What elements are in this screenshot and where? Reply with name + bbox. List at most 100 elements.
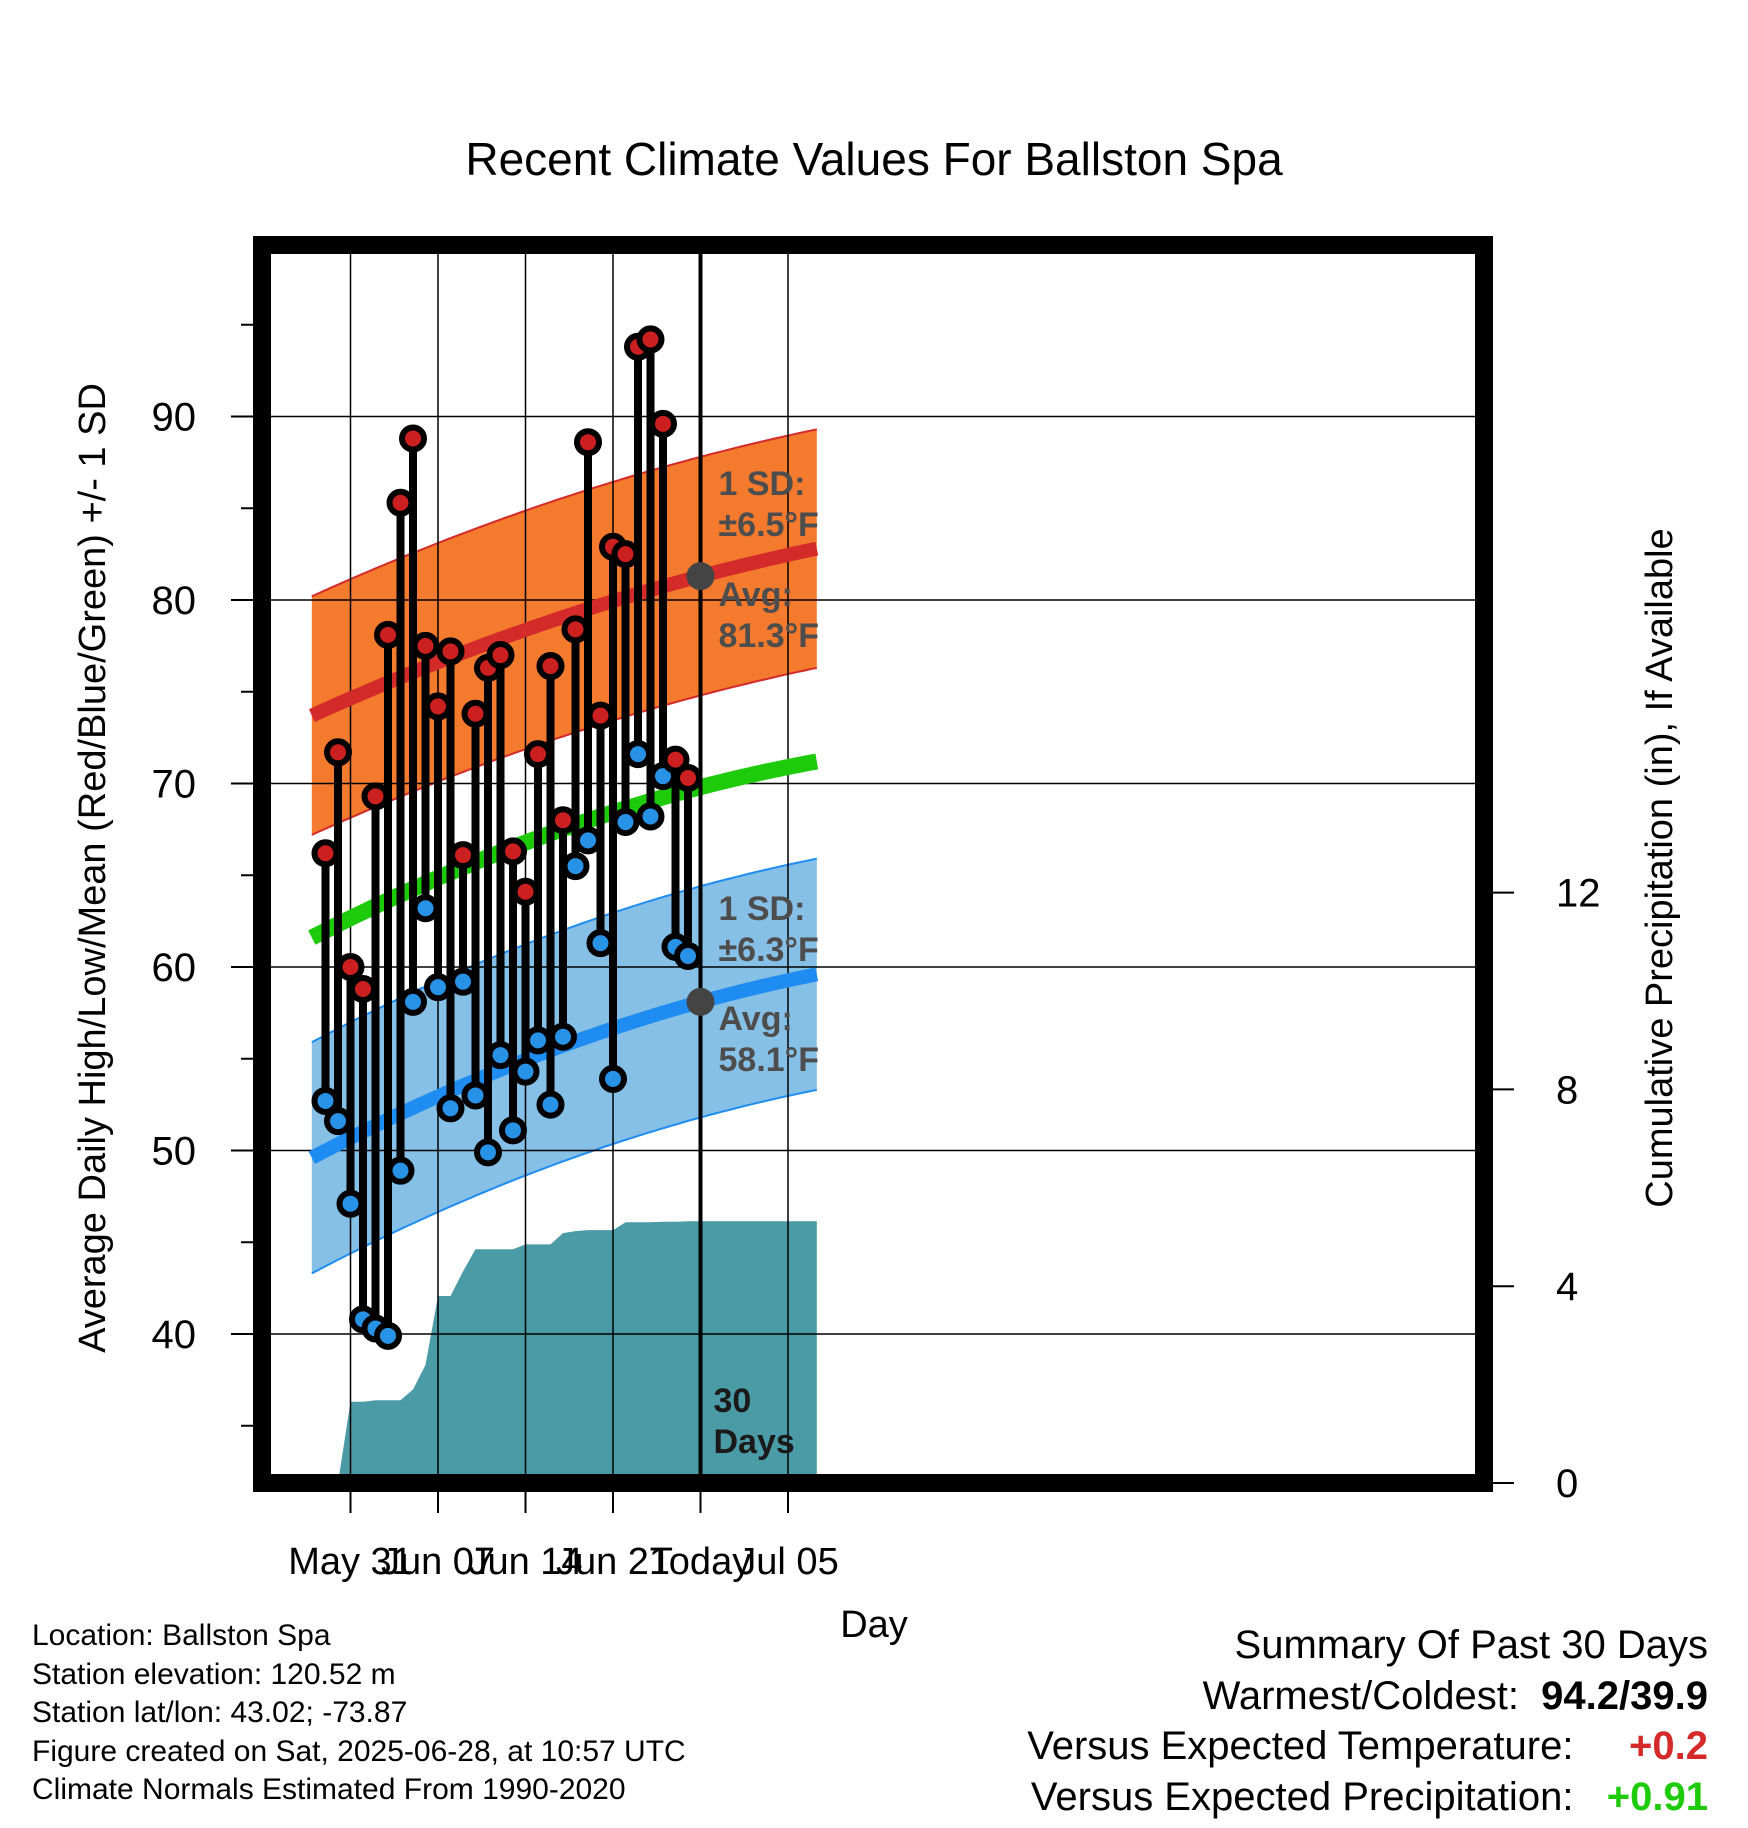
daily-low-point	[636, 802, 665, 831]
y2-tick-label: 4	[1556, 1265, 1578, 1309]
daily-high-point	[411, 631, 440, 660]
daily-high-point	[536, 652, 565, 681]
daily-low-point	[424, 973, 452, 1002]
low-avg-annotation-line: 58.1°F	[719, 1041, 820, 1079]
daily-low-point	[524, 1026, 552, 1055]
y-tick-label: 80	[152, 579, 197, 623]
high-band-upper-edge	[311, 428, 818, 598]
high-avg-annotation: Avg: 81.3°F	[719, 576, 820, 655]
temp-departure-value: +0.2	[1629, 1724, 1708, 1768]
daily-high-point	[499, 837, 527, 866]
daily-high-point	[424, 692, 452, 721]
daily-low-point	[386, 1156, 415, 1185]
daily-high-point	[524, 740, 552, 769]
daily-high-point	[349, 975, 377, 1004]
precip-departure-row: Versus Expected Precipitation: +0.91	[1027, 1772, 1708, 1823]
y-tick-label: 90	[152, 396, 197, 440]
y-tick-label: 40	[152, 1313, 197, 1357]
y2-tick-label: 0	[1556, 1462, 1578, 1506]
daily-high-point	[561, 615, 590, 644]
daily-high-point	[636, 325, 665, 354]
daily-low-point	[336, 1189, 365, 1218]
station-info: Location: Ballston Spa Station elevation…	[32, 1617, 686, 1810]
x-tick-label: May 31	[288, 1541, 413, 1583]
y2-axis-label: Cumulative Precipitation (in), If Availa…	[1639, 528, 1681, 1207]
y2-tick-label: 12	[1556, 872, 1601, 916]
chart-title: Recent Climate Values For Ballston Spa	[465, 133, 1283, 185]
daily-low-point	[461, 1081, 490, 1110]
daily-high-point	[311, 839, 340, 868]
low-avg-marker	[686, 987, 715, 1016]
daily-high-point	[486, 641, 515, 670]
temp-departure-label: Versus Expected Temperature:	[1027, 1724, 1574, 1768]
daily-high-point	[449, 841, 477, 870]
latlon-text: Station lat/lon: 43.02; -73.87	[32, 1696, 408, 1729]
daily-low-point	[511, 1057, 540, 1086]
daily-high-point	[511, 877, 540, 906]
daily-low-point	[486, 1041, 515, 1070]
created-text: Figure created on Sat, 2025-06-28, at 10…	[32, 1734, 686, 1768]
precip-departure-value: +0.91	[1606, 1774, 1708, 1819]
x-tick-label: Jun 14	[468, 1541, 582, 1583]
daily-high-point	[586, 701, 615, 730]
daily-low-point	[449, 967, 477, 996]
daily-low-point	[674, 941, 702, 970]
daily-low-point	[549, 1022, 577, 1051]
x-tick-label: Jun 21	[556, 1541, 670, 1583]
x-tick-label: Jun 07	[381, 1541, 495, 1583]
daily-high-point	[661, 745, 690, 774]
x-axis-label: Day	[840, 1604, 908, 1646]
y-tick-label: 50	[152, 1130, 197, 1174]
days-annotation: 30 Days	[714, 1382, 795, 1461]
daily-high-point	[611, 540, 640, 569]
location-text: Location: Ballston Spa	[32, 1619, 331, 1652]
daily-high-point	[399, 424, 427, 453]
elevation-text: Station elevation: 120.52 m	[32, 1657, 396, 1691]
high-avg-marker	[686, 562, 715, 591]
warmest-label: Warmest/Coldest:	[1202, 1673, 1519, 1718]
high-avg-annotation-line: 81.3°F	[719, 617, 820, 655]
low-band-lower-edge	[311, 1088, 817, 1275]
daily-low-point	[561, 852, 590, 881]
high-sd-annotation-line: 1 SD:	[719, 465, 806, 503]
high-sd-annotation: 1 SD: ±6.5°F	[719, 465, 819, 544]
daily-low-point	[586, 929, 615, 958]
daily-high-point	[361, 782, 390, 811]
normals-text: Climate Normals Estimated From 1990-2020	[32, 1773, 626, 1806]
temp-departure-row: Versus Expected Temperature: +0.2	[1027, 1721, 1708, 1772]
y2-tick-label: 8	[1556, 1068, 1578, 1112]
normal-high-line	[308, 541, 819, 722]
daily-low-point	[499, 1116, 527, 1145]
low-sd-annotation-line: 1 SD:	[719, 890, 806, 928]
precip-area	[325, 1221, 817, 1483]
daily-high-point	[674, 763, 702, 792]
y-tick-label: 70	[152, 763, 197, 807]
low-avg-annotation-line: Avg:	[719, 1000, 793, 1038]
daily-high-point	[324, 738, 352, 767]
warmest-value: 94.2/39.9	[1541, 1673, 1708, 1718]
daily-high-point	[461, 699, 490, 728]
daily-high-point	[336, 953, 365, 981]
daily-high-point	[386, 488, 415, 517]
plot-frame	[253, 236, 1493, 1492]
daily-low-point	[411, 894, 440, 923]
x-tick-label: Jul 05	[737, 1541, 838, 1583]
low-avg-annotation: Avg: 58.1°F	[719, 1000, 820, 1079]
daily-low-point	[324, 1107, 352, 1136]
high-sd-annotation-line: ±6.5°F	[719, 506, 819, 544]
daily-low-point	[474, 1138, 502, 1167]
daily-low-point	[574, 826, 602, 855]
daily-high-point	[374, 620, 402, 649]
daily-high-point	[549, 806, 577, 835]
x-tick-label: Today	[650, 1541, 751, 1583]
y-tick-label: 60	[152, 946, 197, 990]
y-axis-label: Average Daily High/Low/Mean (Red/Blue/Gr…	[72, 383, 114, 1353]
precip-departure-label: Versus Expected Precipitation:	[1030, 1774, 1574, 1819]
low-sd-annotation-line: ±6.3°F	[719, 931, 819, 969]
low-sd-annotation: 1 SD: ±6.3°F	[719, 890, 819, 969]
daily-low-point	[436, 1094, 465, 1123]
summary-panel: Summary Of Past 30 Days Warmest/Coldest:…	[1027, 1620, 1708, 1822]
